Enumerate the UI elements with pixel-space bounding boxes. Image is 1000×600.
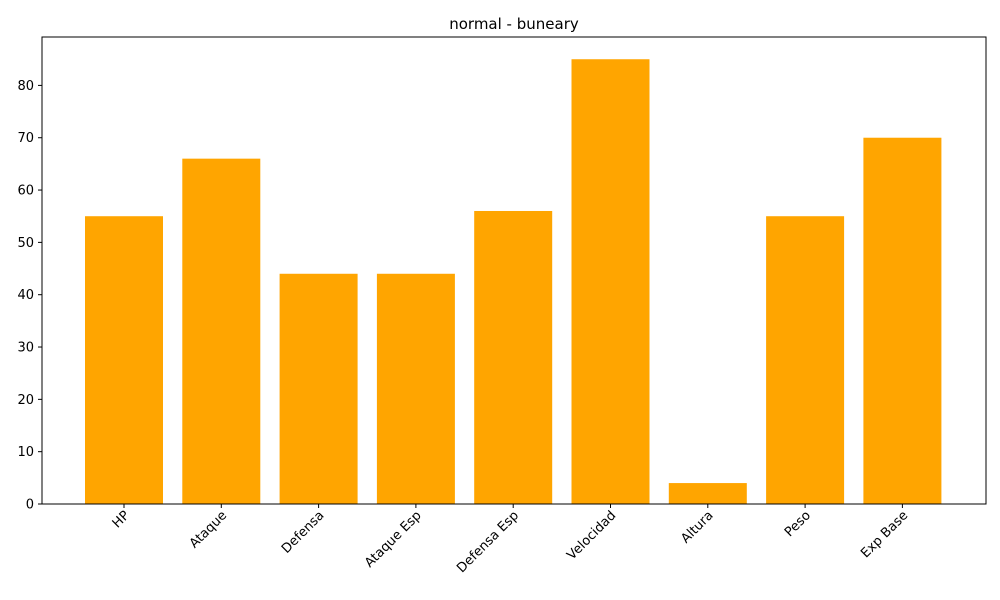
y-tick-label: 50 (17, 236, 34, 251)
x-tick-label: Defensa (279, 508, 327, 556)
bar-altura (668, 483, 747, 504)
bar-ataque-esp (376, 273, 455, 504)
y-tick-label: 80 (17, 79, 34, 94)
x-tick-label: Exp Base (858, 508, 911, 561)
bar-defensa (279, 273, 358, 504)
y-tick-label: 40 (17, 288, 34, 303)
y-tick-label: 10 (17, 445, 34, 460)
x-tick-label: Velocidad (564, 508, 619, 563)
x-tick-label: Ataque Esp (362, 508, 425, 571)
chart-title: normal - buneary (449, 15, 579, 33)
y-tick-label: 30 (17, 341, 34, 356)
bar-exp-base (863, 137, 942, 504)
x-tick-label: Ataque (187, 508, 230, 551)
x-tick-label: Defensa Esp (454, 508, 522, 576)
y-tick-label: 0 (26, 498, 34, 513)
y-tick-label: 20 (17, 393, 34, 408)
x-tick-label: Peso (782, 508, 814, 540)
x-tick-label: Altura (678, 508, 716, 546)
bar-hp (85, 216, 163, 504)
bars-group (85, 59, 942, 504)
y-tick-label: 60 (17, 184, 34, 199)
y-axis: 0 10 20 30 40 50 60 70 80 (17, 79, 42, 513)
bar-ataque (182, 158, 261, 504)
bar-defensa-esp (474, 210, 553, 504)
x-axis: HP Ataque Defensa Ataque Esp Defensa Esp Velo… (110, 504, 911, 576)
plot-frame (41, 36, 987, 505)
bar-peso (766, 216, 845, 504)
y-tick-label: 70 (17, 131, 34, 146)
bar-velocidad (571, 59, 650, 504)
x-tick-label: HP (110, 508, 133, 531)
